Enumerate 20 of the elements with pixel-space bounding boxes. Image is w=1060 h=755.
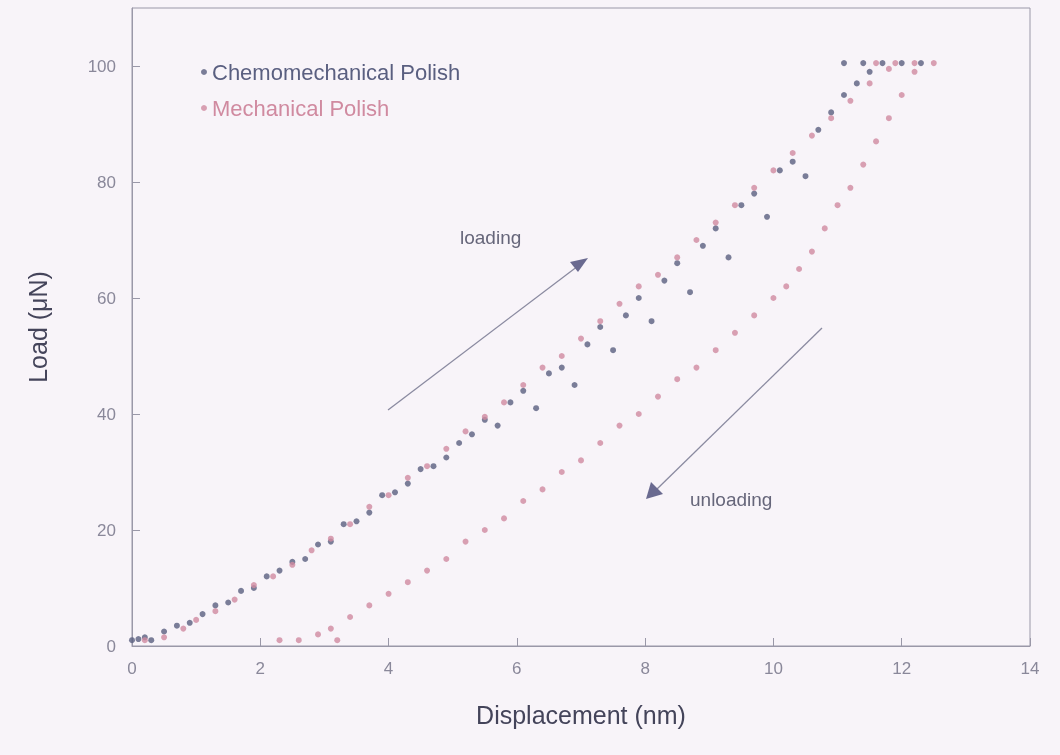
y-tick-label: 100 <box>87 56 116 76</box>
legend-label: Mechanical Polish <box>212 95 390 121</box>
y-tick-label: 80 <box>97 172 116 192</box>
x-tick-label: 4 <box>383 659 394 678</box>
x-tick-label: 2 <box>255 659 266 678</box>
y-tick-label: 20 <box>97 520 116 540</box>
y-tick-label: 40 <box>97 404 116 424</box>
legend-label: Chemomechanical Polish <box>212 59 461 85</box>
x-tick-label: 10 <box>763 659 783 678</box>
x-axis-title: Displacement (nm) <box>476 700 686 729</box>
annotation: unloading <box>690 489 773 510</box>
annotation: loading <box>460 227 522 248</box>
y-tick-label: 60 <box>97 288 116 308</box>
x-tick-label: 14 <box>1020 659 1040 678</box>
x-tick-label: 8 <box>640 659 650 678</box>
x-tick-label: 0 <box>127 659 137 678</box>
x-tick-label: 12 <box>892 659 912 678</box>
y-axis-title: Load (μN) <box>23 271 52 383</box>
y-tick-label: 0 <box>106 636 116 656</box>
x-tick-label: 6 <box>512 659 522 678</box>
